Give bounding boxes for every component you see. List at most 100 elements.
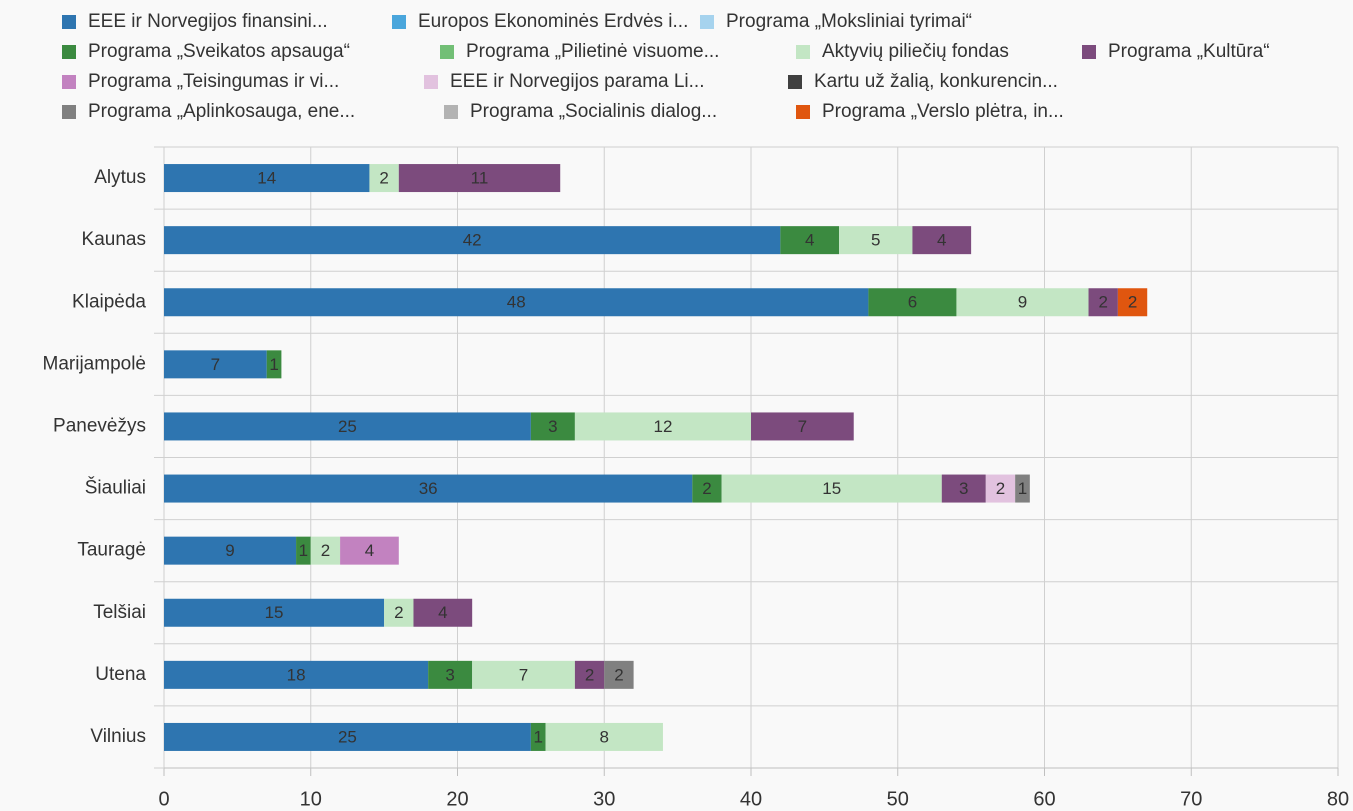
data-label: 2: [379, 169, 388, 188]
y-tick-label: Kaunas: [82, 229, 146, 250]
data-label: 15: [265, 603, 284, 622]
data-label: 15: [822, 479, 841, 498]
bar-segment: [472, 660, 575, 689]
bar-segment: [296, 536, 311, 565]
legend-label: Programa „Moksliniai tyrimai“: [726, 11, 972, 32]
bar-segment: [956, 288, 1089, 317]
data-label: 2: [321, 541, 330, 560]
bar-segment: [1117, 288, 1148, 317]
legend-swatch: [424, 75, 438, 89]
data-label: 2: [1098, 293, 1107, 312]
data-label: 1: [299, 541, 308, 560]
bar-segment: [604, 660, 634, 689]
bar-segment: [780, 226, 840, 255]
data-label: 42: [463, 231, 482, 250]
x-tick-label: 30: [593, 788, 615, 810]
data-label: 7: [211, 355, 220, 374]
bar-segment: [428, 660, 473, 689]
data-label: 14: [257, 169, 276, 188]
data-label: 1: [533, 727, 542, 746]
x-tick-label: 70: [1180, 788, 1202, 810]
legend-label: EEE ir Norvegijos parama Li...: [450, 71, 705, 92]
legend-label: Programa „Verslo plėtra, in...: [822, 101, 1064, 122]
bar-segment: [384, 598, 414, 627]
legend-label: Europos Ekonominės Erdvės i...: [418, 11, 688, 32]
legend-swatch: [62, 15, 76, 29]
data-label: 9: [1018, 293, 1027, 312]
data-label: 2: [614, 665, 623, 684]
data-label: 7: [519, 665, 528, 684]
data-label: 2: [702, 479, 711, 498]
y-tick-label: Tauragė: [77, 540, 146, 561]
bar-segment: [530, 412, 575, 441]
legend-swatch: [796, 105, 810, 119]
legend-swatch: [1082, 45, 1096, 59]
bar-segment: [413, 598, 473, 627]
bar-segment: [164, 164, 370, 193]
data-label: 25: [338, 727, 357, 746]
data-label: 4: [365, 541, 374, 560]
bar-segment: [912, 226, 972, 255]
data-label: 3: [548, 417, 557, 436]
bar-segment: [941, 474, 986, 503]
legend-label: Aktyvių piliečių fondas: [822, 41, 1009, 62]
x-tick-label: 10: [300, 788, 322, 810]
legend-swatch: [392, 15, 406, 29]
x-tick-label: 0: [158, 788, 169, 810]
bar-segment: [266, 350, 282, 379]
legend-label: Programa „Pilietinė visuome...: [466, 41, 719, 62]
bar-segment: [751, 412, 854, 441]
legend-swatch: [788, 75, 802, 89]
bar-segment: [369, 164, 399, 193]
bar-segment: [340, 536, 399, 565]
y-tick-label: Šiauliai: [85, 477, 146, 499]
bar-segment: [164, 474, 693, 503]
bar-segment: [164, 536, 297, 565]
y-tick-label: Telšiai: [93, 602, 146, 623]
data-label: 7: [798, 417, 807, 436]
bar-segment: [164, 598, 385, 627]
bar-segment: [1088, 288, 1118, 317]
bar-segment: [985, 474, 1016, 503]
data-label: 8: [600, 727, 609, 746]
x-tick-label: 40: [740, 788, 762, 810]
bar-segment: [692, 474, 722, 503]
x-tick-label: 50: [887, 788, 909, 810]
data-label: 2: [1128, 293, 1137, 312]
x-tick-label: 60: [1033, 788, 1055, 810]
legend-swatch: [440, 45, 454, 59]
bar-segment: [868, 288, 957, 317]
data-label: 18: [287, 665, 306, 684]
data-label: 1: [1018, 479, 1027, 498]
legend-label: Kartu už žalią, konkurencin...: [814, 71, 1058, 92]
legend-swatch: [444, 105, 458, 119]
data-label: 11: [471, 169, 489, 188]
bar-segment: [839, 226, 913, 255]
data-label: 25: [338, 417, 357, 436]
data-label: 2: [585, 665, 594, 684]
data-label: 36: [419, 479, 438, 498]
data-label: 9: [225, 541, 234, 560]
y-tick-label: Klaipėda: [72, 291, 146, 312]
data-label: 3: [445, 665, 454, 684]
bar-segment: [164, 350, 267, 379]
bar-segment: [574, 660, 605, 689]
legend-label: Programa „Kultūra“: [1108, 41, 1270, 62]
data-label: 5: [871, 231, 880, 250]
y-tick-label: Vilnius: [90, 726, 146, 747]
y-tick-label: Panevėžys: [53, 415, 146, 436]
y-tick-label: Utena: [95, 664, 146, 685]
y-tick-label: Marijampolė: [43, 353, 146, 374]
legend-label: EEE ir Norvegijos finansini...: [88, 11, 328, 32]
bar-segment: [1015, 474, 1030, 503]
bar-segment: [574, 412, 751, 441]
data-label: 1: [269, 355, 278, 374]
bar-segment: [530, 722, 546, 751]
data-label: 4: [438, 603, 447, 622]
legend-swatch: [62, 75, 76, 89]
bar-segment: [398, 164, 561, 193]
legend-swatch: [62, 45, 76, 59]
x-tick-label: 80: [1327, 788, 1349, 810]
legend-swatch: [700, 15, 714, 29]
